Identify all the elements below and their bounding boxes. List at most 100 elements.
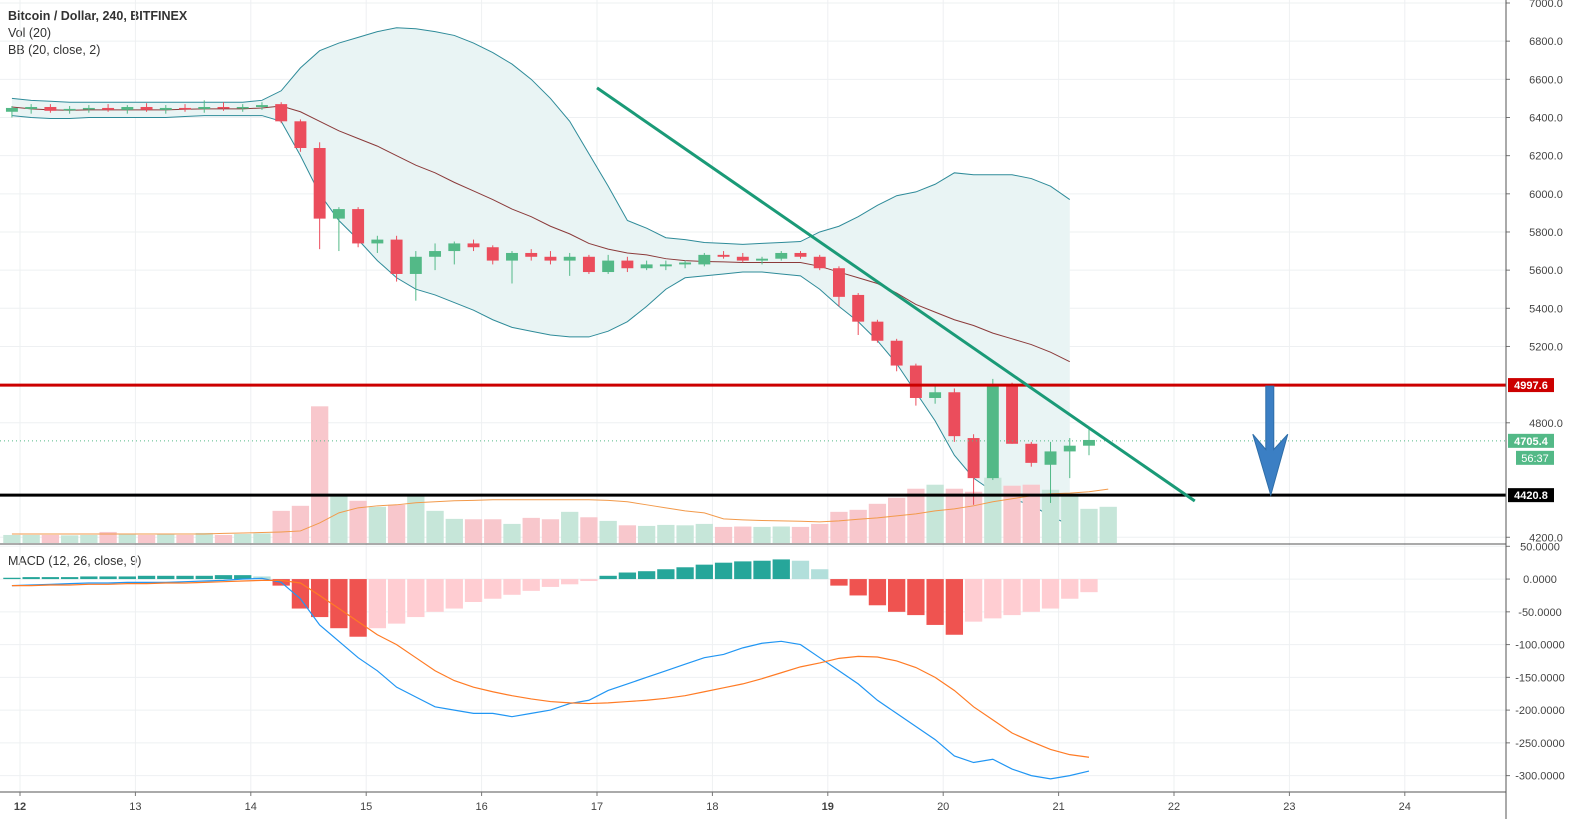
candle [102,104,115,112]
candle [852,293,865,336]
candle [775,251,788,261]
macd-tick-label: 0.0000 [1523,574,1557,586]
candle [871,319,884,343]
candle-body [986,384,999,479]
macd-histogram-bar [811,569,829,580]
macd-histogram-bar [464,579,483,602]
volume-bar [80,534,98,543]
candle-body [563,256,576,261]
macd-histogram-bar [80,576,98,580]
candle-body [44,106,57,111]
volume-bar [99,531,117,543]
candle-body [756,258,768,261]
candle [948,388,961,442]
macd-histogram-bar [753,560,771,580]
candle-body [255,105,268,107]
price-tick-label: 5400.0 [1529,303,1563,315]
candle [198,100,211,113]
volume-bar [1022,484,1040,543]
candle-body [352,209,365,244]
candle-body [140,106,153,110]
price-tick-label: 6200.0 [1529,151,1563,163]
bollinger-indicator-label: BB (20, close, 2) [8,43,101,57]
candle [140,103,153,112]
time-tick-label: 21 [1052,801,1064,813]
macd-tick-label: -200.0000 [1515,705,1565,717]
candle [544,251,557,265]
macd-histogram-bar [676,567,694,580]
candle [602,254,615,274]
candle [371,235,384,253]
bar-countdown-label: 56:37 [1521,453,1549,465]
resistance-price-label: 4997.6 [1514,380,1548,392]
volume-bar [580,517,598,543]
support-price-label-bg [1508,488,1554,503]
macd-histogram-bar [253,576,271,580]
price-tick-label: 7000.0 [1529,0,1563,10]
macd-tick-label: 50.0000 [1520,541,1560,553]
macd-histogram-bar [3,577,21,580]
candle-body [602,260,615,273]
candle [467,239,480,252]
resistance-price-label-bg [1508,378,1554,393]
macd-histogram-bar [41,577,60,580]
volume-bar [676,525,694,543]
candle-body [832,268,845,297]
candle-body [409,256,422,274]
candle [813,254,826,271]
candle [159,105,172,114]
macd-histogram-bar [368,579,387,629]
volume-bar [830,511,848,543]
macd-histogram-bar [349,579,367,637]
volume-bar [272,510,290,543]
down-arrow-icon [1252,385,1289,497]
candle-body [121,106,134,110]
price-tick-label: 6000.0 [1529,189,1563,201]
candle-body [852,294,865,322]
time-tick-label: 15 [360,801,372,813]
time-tick-label: 18 [706,801,718,813]
candle [1044,441,1057,503]
candle-body [544,256,557,261]
candle [1006,382,1019,444]
volume-bar [753,526,771,543]
price-tick-label: 6800.0 [1529,36,1563,48]
support-price-label: 4420.8 [1514,490,1548,502]
candle [563,252,576,276]
candle [179,104,191,112]
volume-bar [868,503,887,543]
volume-bar [137,534,156,543]
candle [640,260,653,271]
candle-body [948,392,961,437]
volume-bar [945,488,964,543]
macd-histogram-bar [772,559,790,580]
macd-histogram-bar [445,579,463,609]
candle-body [1025,443,1038,463]
time-tick-label: 17 [591,801,603,813]
volume-bar [599,520,617,543]
macd-histogram-bar [618,572,637,580]
macd-histogram-bar [1003,579,1021,616]
candle [717,251,730,259]
candle-body [448,243,461,252]
macd-histogram-bar [714,562,733,580]
candle-body [659,264,672,267]
price-tick-label: 5800.0 [1529,227,1563,239]
volume-bar [445,518,463,543]
macd-histogram-bar [484,579,502,599]
time-tick-label: 12 [14,801,26,813]
macd-tick-label: -250.0000 [1515,738,1565,750]
time-tick-label: 14 [245,801,257,813]
volume-bar [772,526,790,543]
candle-body [775,252,788,259]
candle [236,104,249,112]
candle [582,254,595,274]
candle-body [25,106,38,109]
candle-body [794,252,807,257]
macd-histogram-bar [503,579,521,595]
volume-bars [3,406,1117,543]
candle-body [5,107,18,112]
candle-body [102,107,115,110]
time-tick-label: 22 [1168,801,1180,813]
